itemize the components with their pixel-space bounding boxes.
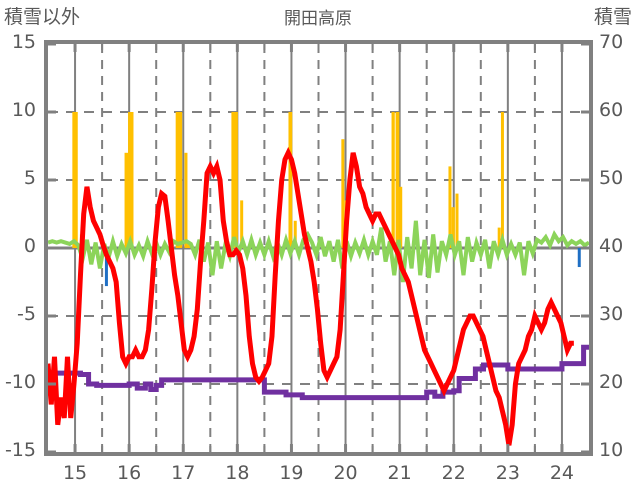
x-tick-label: 24: [549, 462, 575, 484]
x-tick-label: 16: [117, 462, 142, 484]
plot-svg: [48, 44, 589, 452]
bar-snowfall: [395, 112, 400, 248]
x-tick-label: 19: [279, 462, 304, 484]
right-tick-label: 60: [599, 99, 624, 121]
right-tick-label: 70: [599, 31, 624, 53]
right-tick-label: 30: [599, 303, 624, 325]
x-tick-label: 15: [62, 462, 88, 484]
x-tick-label: 17: [171, 462, 196, 484]
bar-snowfall: [448, 166, 452, 248]
right-axis-title: 積雪: [593, 6, 632, 28]
plot-area: [44, 40, 593, 456]
bar-snowfall: [231, 112, 238, 248]
right-tick-label: 40: [599, 235, 624, 257]
bar-snowfall: [128, 112, 134, 248]
right-tick-label: 20: [599, 371, 624, 393]
x-tick-label: 18: [225, 462, 250, 484]
bar-snowfall: [124, 152, 129, 248]
chart-title: 開田高原: [284, 9, 352, 29]
x-tick-label: 23: [495, 462, 520, 484]
bar-snowfall: [451, 207, 455, 248]
left-tick-label: -15: [4, 439, 36, 461]
series-line-wind-or-humidity: [48, 220, 589, 283]
left-tick-label: -5: [17, 303, 36, 325]
bar-snowfall: [72, 112, 78, 248]
left-axis-title: 積雪以外: [4, 6, 81, 28]
x-tick-label: 21: [387, 462, 412, 484]
plot-inner: [48, 44, 589, 452]
bar-snowfall: [500, 112, 504, 248]
x-tick-label: 20: [333, 462, 358, 484]
bar-snowfall: [497, 227, 501, 248]
bar-rain: [104, 248, 108, 287]
left-tick-label: 10: [11, 99, 36, 121]
right-tick-label: 10: [599, 439, 624, 461]
bar-snowfall: [391, 112, 395, 248]
bar-snowfall: [455, 193, 459, 248]
bar-snowfall: [288, 112, 293, 248]
bar-snowfall: [341, 139, 345, 248]
left-tick-label: 15: [11, 31, 36, 53]
bar-rain: [577, 248, 581, 268]
x-tick-label: 22: [441, 462, 466, 484]
right-tick-label: 50: [599, 167, 624, 189]
bar-snowfall: [399, 186, 403, 248]
bar-snowfall: [240, 200, 244, 248]
bar-snowfall: [175, 112, 183, 248]
series-line-temperature: [48, 146, 574, 446]
bar-snowfall: [184, 152, 188, 248]
left-tick-label: 0: [23, 235, 36, 257]
left-tick-label: -10: [4, 371, 36, 393]
bar-snowfall: [293, 220, 297, 248]
left-tick-label: 5: [23, 167, 36, 189]
